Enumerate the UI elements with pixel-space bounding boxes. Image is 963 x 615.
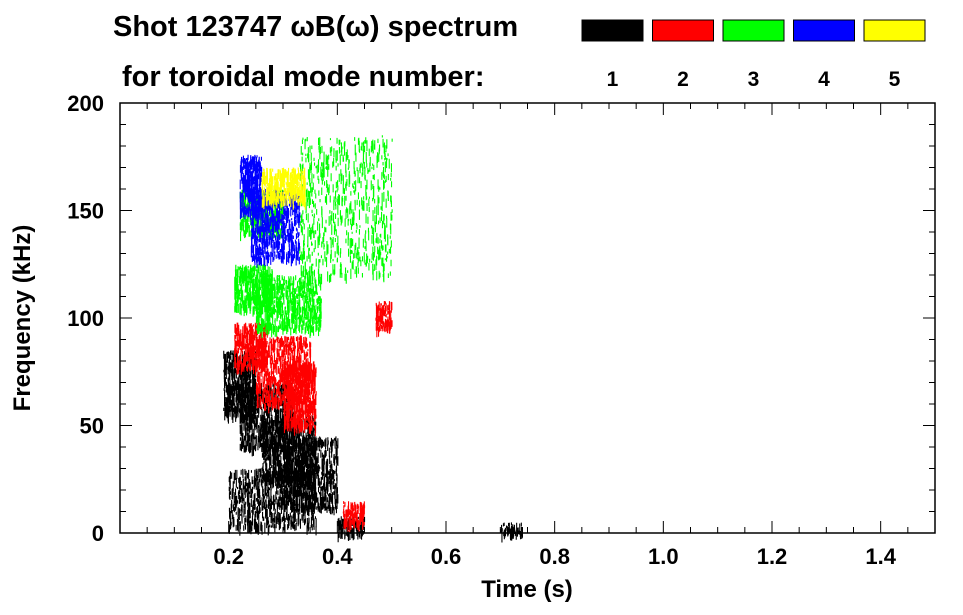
y-axis-ticks: 0 50 100 150 200 [67,91,935,546]
y-tick-label: 50 [80,414,104,439]
x-tick-label: 0.6 [431,544,462,569]
series-2-region-2 [283,361,317,437]
y-axis-title: Frequency (kHz) [9,225,36,412]
series-2-marks [234,301,393,533]
series-1-region-4 [228,468,317,536]
y-tick-label: 200 [67,91,104,116]
legend-label-1: 1 [607,68,619,91]
chart-title: Shot 123747 ωB(ω) spectrum [113,11,518,43]
y-tick-label: 100 [67,306,104,331]
series-5-region-0 [261,167,306,210]
legend-swatch-1 [581,19,644,42]
x-tick-label: 0.8 [539,544,570,569]
series-5-marks [261,167,306,210]
x-tick-label: 0.2 [213,544,244,569]
legend-label-2: 2 [677,68,689,91]
series-2-region-4 [342,501,366,533]
x-tick-label: 1.2 [757,544,788,569]
x-tick-label: 1.0 [648,544,679,569]
y-tick-label: 150 [67,199,104,224]
x-tick-label: 0.4 [322,544,353,569]
legend-swatch-2 [652,19,714,42]
y-tick-label: 0 [92,521,104,546]
series-3-region-3 [299,135,393,285]
x-tick-label: 1.4 [865,544,896,569]
x-axis-title: Time (s) [481,576,573,603]
series-2-region-3 [375,301,393,338]
series-3-region-1 [255,275,322,339]
legend: 1 2 3 4 5 [581,19,926,91]
legend-label-4: 4 [818,68,830,91]
legend-swatch-3 [722,19,785,42]
legend-label-5: 5 [889,68,901,91]
legend-swatch-5 [863,19,926,42]
series-4-marks [239,154,301,268]
series-4-region-1 [250,189,301,268]
chart-subtitle: for toroidal mode number: [122,61,485,93]
spectral-marks [223,135,523,543]
x-axis-ticks: 0.2 0.4 0.6 0.8 1.0 1.2 1.4 [119,103,936,569]
legend-swatch-4 [793,19,855,42]
legend-label-3: 3 [748,68,760,91]
